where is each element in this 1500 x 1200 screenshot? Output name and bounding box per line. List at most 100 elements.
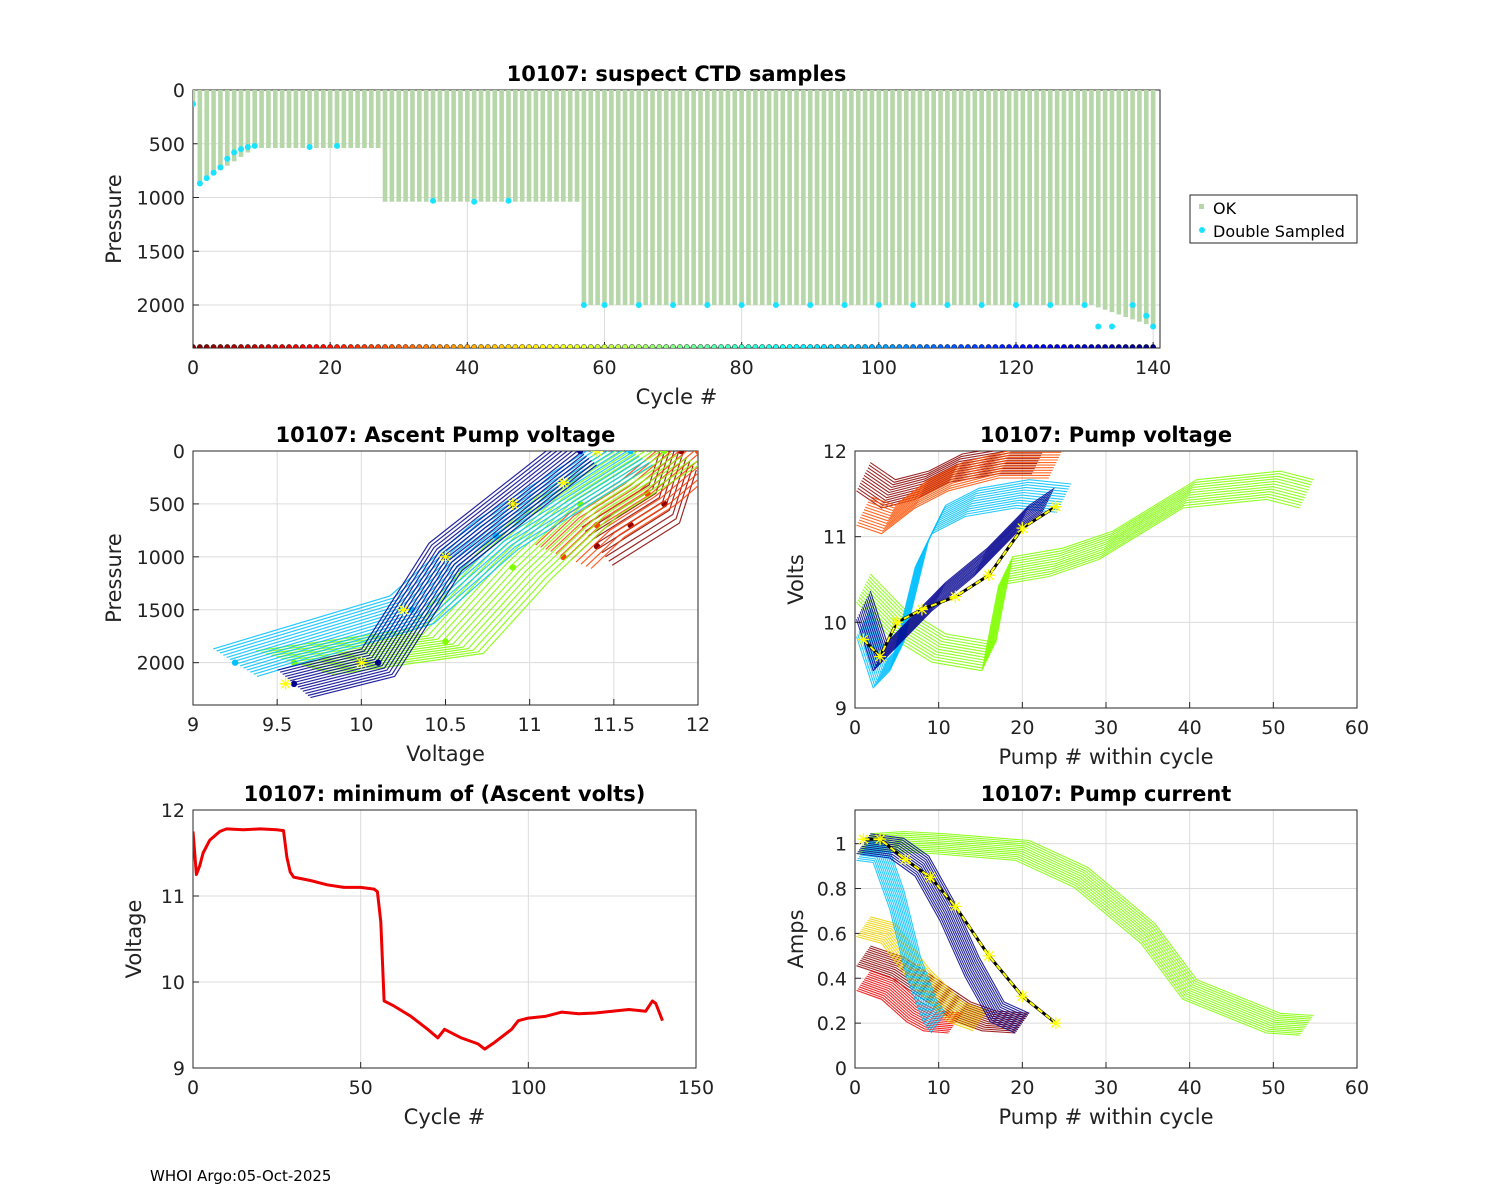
- pumpc-series-1-line: [865, 977, 958, 1021]
- cycle-color-dot: [958, 344, 964, 348]
- cycle-color-dot: [395, 344, 402, 348]
- ascent-series-4-marker: [374, 659, 382, 666]
- cycle-color-dot: [642, 344, 649, 348]
- cycle-color-dot: [972, 344, 978, 348]
- double-sampled-point: [1150, 323, 1157, 330]
- cycle-color-dot: [231, 344, 237, 348]
- minv-axes: 0 50 100 150 9 10 11 12 10107: minimum of (Ascen…: [122, 782, 714, 1129]
- double-sampled-point: [224, 155, 231, 162]
- pumpc-series-6-star: [857, 833, 870, 846]
- legend-double-label: Double Sampled: [1213, 222, 1345, 241]
- pumpv-series-5-star: [915, 603, 928, 616]
- cycle-color-dot: [766, 344, 772, 348]
- ctd-ytick-label: 1000: [137, 188, 185, 210]
- ascent-series-4-line: [300, 455, 587, 690]
- ascent-ytick-label: 0: [173, 441, 185, 463]
- cycle-color-dot: [1102, 344, 1108, 348]
- pumpv-series-1-line: [867, 454, 1061, 512]
- pumpv-plot: [855, 451, 1314, 689]
- ascent-series-2-line: [316, 457, 688, 671]
- ascent-series-1-marker: [694, 451, 698, 455]
- double-sampled-point: [704, 302, 711, 308]
- ascent-series-2-marker: [509, 564, 517, 571]
- ctd-xtick-label: 140: [1135, 357, 1171, 379]
- double-sampled-point: [334, 142, 341, 149]
- pumpv-series-1-line: [866, 456, 1059, 514]
- cycle-color-dot: [745, 344, 752, 348]
- pumpv-series-5-star-stroke: [950, 591, 961, 602]
- pumpc-plot: [856, 830, 1314, 1036]
- cycle-color-dot: [917, 344, 923, 348]
- cycle-color-dot: [937, 344, 944, 348]
- pumpc-series-6-star: [1016, 990, 1029, 1003]
- pumpv-series-2-line: [867, 475, 1312, 649]
- pumpc-series-5-line: [858, 849, 1019, 1030]
- pumpv-series-0-line: [861, 462, 1038, 499]
- pumpc-axes: 0 10 20 30 40 50 60 0 0.2 0.4 0.6 0.8 1 10107: Pump c…: [784, 782, 1369, 1129]
- ctd-plot: [193, 90, 1157, 348]
- ascent-series-5-star: [397, 603, 410, 616]
- cycle-color-dot: [491, 344, 498, 348]
- pumpv-series-5: [862, 505, 1057, 658]
- cycle-color-dot: [1116, 344, 1122, 348]
- pumpv-series-5-star: [1016, 522, 1029, 535]
- cycle-color-dot: [690, 344, 697, 348]
- pumpc-xtick-label: 20: [1010, 1077, 1034, 1099]
- ascent-series-2-line: [301, 452, 673, 666]
- pumpv-series-5-star-stroke: [875, 651, 886, 662]
- ascent-series-5-star: [355, 656, 368, 669]
- ctd-title: 10107: suspect CTD samples: [507, 62, 847, 86]
- ctd-xtick-label: 120: [998, 357, 1034, 379]
- cycle-color-dot: [1109, 344, 1115, 348]
- ascent-series-2-line: [311, 456, 683, 669]
- pumpv-series-0-line: [867, 451, 1044, 486]
- pumpv-series-2-line: [858, 493, 1303, 667]
- pumpc-series-4-line: [857, 857, 934, 1032]
- pumpv-series-5-star: [982, 569, 995, 582]
- ascent-xtick-label: 10.5: [424, 714, 466, 736]
- ascent-series-5-star-stroke: [596, 451, 602, 456]
- ascent-ytick-label: 1000: [137, 547, 185, 569]
- ctd-xtick-label: 80: [730, 357, 754, 379]
- ascent-series-3-line: [250, 459, 647, 673]
- cycle-color-dot: [505, 344, 512, 348]
- cycle-color-dot: [992, 344, 999, 348]
- pumpc-series-3-line: [870, 830, 1314, 1017]
- pumpc-xlabel: Pump # within cycle: [999, 1105, 1214, 1129]
- pumpc-series-2-line: [868, 918, 987, 1014]
- pumpv-series-5-star: [874, 650, 887, 663]
- ascent-series-1-line: [575, 466, 698, 563]
- pumpv-series-5-star-stroke: [983, 570, 994, 581]
- cycle-color-dot: [780, 344, 786, 348]
- cycle-color-dot: [1088, 344, 1095, 348]
- pumpv-series-5-star: [890, 616, 903, 629]
- double-sampled-point: [1047, 302, 1054, 308]
- cycle-color-dot: [1129, 344, 1136, 348]
- pumpc-series-6-star: [1049, 1017, 1062, 1030]
- cycle-color-dot: [834, 344, 841, 348]
- pumpc-series-6-star-stroke: [1017, 991, 1028, 1002]
- cycle-color-dot: [930, 344, 937, 348]
- double-sampled-point: [1129, 302, 1136, 308]
- double-sampled-point: [1108, 323, 1115, 330]
- cycle-color-dot: [313, 344, 320, 348]
- ascent-series-5-star-stroke: [356, 657, 367, 668]
- pumpv-xtick-label: 40: [1178, 717, 1202, 739]
- pumpv-series-5-star: [1049, 500, 1062, 513]
- ctd-xlabel: Cycle #: [636, 385, 718, 409]
- ascent-series-4-line: [279, 451, 553, 673]
- pumpv-series-5-star: [949, 590, 962, 603]
- pumpc-series-1-line: [860, 984, 953, 1029]
- ascent-ylabel: Pressure: [102, 533, 126, 623]
- pumpv-series-1-line: [862, 464, 1056, 522]
- pumpc-ytick-label: 1: [835, 834, 847, 856]
- cycle-color-dot: [1095, 344, 1102, 348]
- cycle-color-dot: [197, 344, 203, 348]
- pumpv-series-5-star-stroke: [1050, 501, 1061, 512]
- pumpv-series-1-line: [868, 451, 1062, 509]
- ascent-series-1-line: [580, 472, 698, 565]
- pumpc-series-4-line: [856, 859, 933, 1034]
- double-sampled-point: [430, 197, 437, 204]
- cycle-color-dot: [382, 344, 388, 348]
- cycle-color-dot: [361, 344, 368, 348]
